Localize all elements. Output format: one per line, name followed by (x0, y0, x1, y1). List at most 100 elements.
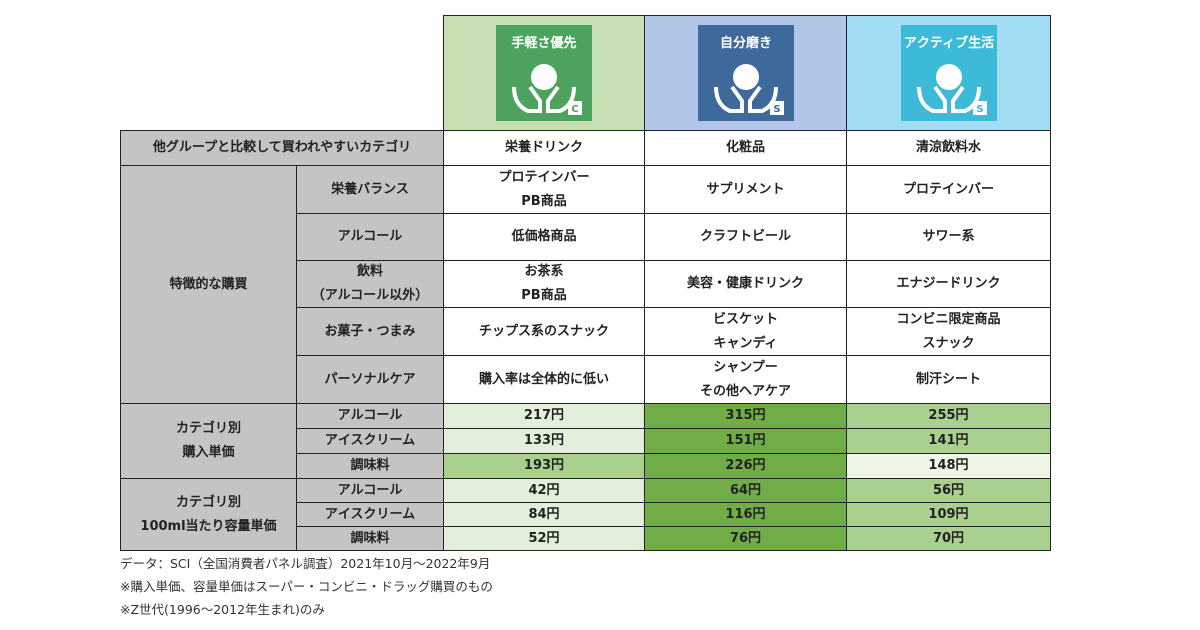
cell-text: 化粧品 (725, 140, 765, 155)
row-header: パーソナルケア (296, 355, 444, 404)
cell-text: 70円 (932, 530, 965, 546)
cell: 美容・健康ドリンク (644, 260, 847, 308)
cell-text: 調味料 (350, 530, 390, 546)
price-cell: 255円 (846, 403, 1051, 429)
cell-text: コンビニ限定商品 (896, 311, 1001, 327)
cell-text: スナック (922, 335, 975, 351)
cell-text: 193円 (523, 458, 565, 473)
price-cell: 76円 (644, 526, 847, 551)
row-header: 他グループと比較して買われやすいカテゴリ (120, 130, 444, 166)
row-header: 調味料 (296, 453, 444, 479)
cell-text: 56円 (932, 482, 965, 498)
cell-text: 美容・健康ドリンク (686, 276, 804, 291)
row-header: アイスクリーム (296, 428, 444, 454)
icon-label: アクティブ生活 (903, 35, 993, 51)
cell-text: お菓子・つまみ (324, 323, 416, 339)
row-header: 飲料 （アルコール以外） (296, 260, 444, 308)
cell: コンビニ限定商品 スナック (846, 307, 1051, 356)
price-cell: 315円 (644, 403, 847, 429)
cell-text: 制汗シート (915, 371, 981, 387)
cell-text: プロテインバー (902, 181, 994, 197)
cell-text: 42円 (528, 482, 560, 498)
cell-text: 栄養バランス (331, 181, 409, 197)
row-header: アルコール (296, 213, 444, 261)
price-cell: 133円 (443, 428, 645, 454)
price-cell: 52円 (443, 526, 645, 551)
cell-text: 226円 (725, 458, 766, 473)
price-cell: 70円 (846, 526, 1051, 551)
cell-text: ビスケット (712, 311, 778, 327)
cell-text: エナジードリンク (896, 276, 1001, 291)
cell-text: サプリメント (706, 181, 785, 197)
row-header: 栄養バランス (296, 165, 444, 214)
cell-text: サワー系 (922, 229, 975, 244)
cell: お茶系 PB商品 (443, 260, 645, 308)
row-header: アルコール (296, 478, 444, 503)
price-cell: 141円 (846, 428, 1051, 454)
cell-text: （アルコール以外） (311, 288, 429, 303)
cell-text: 飲料 (356, 264, 383, 279)
cell-text: 116円 (725, 506, 766, 522)
icon-badge: C (571, 104, 578, 115)
category-icon: 手軽さ優先 C (496, 25, 592, 121)
cell-text: 148円 (928, 458, 969, 473)
header-cell: 手軽さ優先 C (443, 15, 645, 131)
cell-text: アイスクリーム (324, 506, 416, 522)
cell-text: 133円 (523, 433, 565, 448)
cell: サワー系 (846, 213, 1051, 261)
cell-text: 76円 (729, 530, 762, 546)
cell-text: 84円 (528, 506, 560, 522)
row-header: 調味料 (296, 526, 444, 551)
price-cell: 42円 (443, 478, 645, 503)
icon-label: 手軽さ優先 (511, 35, 576, 51)
icon-badge: S (976, 104, 983, 115)
note: ※購入単価、容量単価はスーパー・コンビニ・ドラッグ購買のもの (120, 579, 493, 594)
price-cell: 193円 (443, 453, 645, 479)
cell-text: その他ヘアケア (699, 383, 791, 399)
cell: 低価格商品 (443, 213, 645, 261)
cell-text: クラフトビール (699, 229, 791, 244)
group-header: カテゴリ別 購入単価 (120, 403, 297, 479)
cell-text: パーソナルケア (324, 371, 416, 387)
cell-text: キャンディ (713, 335, 778, 351)
group-header: 特徴的な購買 (120, 165, 297, 404)
cell: プロテインバー (846, 165, 1051, 214)
cell-text: カテゴリ別 (175, 421, 241, 436)
header-cell: 自分磨き S (644, 15, 847, 131)
price-cell: 148円 (846, 453, 1051, 479)
cell-text: 調味料 (350, 458, 390, 473)
icon-label: 自分磨き (719, 35, 771, 51)
icon-badge: S (773, 104, 780, 115)
row-header: アイスクリーム (296, 502, 444, 527)
row-header: お菓子・つまみ (296, 307, 444, 356)
price-cell: 109円 (846, 502, 1051, 527)
cell-text: プロテインバー (498, 169, 590, 185)
cell-text: 109円 (928, 506, 969, 522)
cell-text: 購入率は全体的に低い (478, 371, 609, 387)
cell-text: アイスクリーム (324, 433, 416, 448)
cell: 清涼飲料水 (846, 130, 1051, 166)
cell-text: 64円 (729, 482, 762, 498)
cell-text: お茶系 (524, 264, 564, 279)
header-cell: アクティブ生活 S (846, 15, 1051, 131)
cell: サプリメント (644, 165, 847, 214)
cell: シャンプーその他ヘアケア (644, 355, 847, 404)
cell-text: アルコール (337, 482, 403, 498)
cell-text: 清涼飲料水 (915, 140, 981, 155)
price-cell: 116円 (644, 502, 847, 527)
cell-text: アルコール (337, 408, 403, 423)
cell: ビスケットキャンディ (644, 307, 847, 356)
category-icon: アクティブ生活 S (900, 25, 997, 121)
cell-text: PB商品 (521, 193, 567, 209)
cell: エナジードリンク (846, 260, 1051, 308)
cell-text: チップス系のスナック (478, 323, 609, 339)
cell-text: 151円 (725, 433, 766, 448)
cell-text: 255円 (928, 408, 969, 423)
row-header: アルコール (296, 403, 444, 429)
cell-text: 特徴的な購買 (169, 276, 248, 292)
price-cell: 56円 (846, 478, 1051, 503)
cell-text: 購入単価 (182, 445, 235, 460)
cell-text: 低価格商品 (511, 229, 577, 244)
cell-text: シャンプー (713, 359, 778, 375)
cell-text: アルコール (337, 229, 403, 244)
